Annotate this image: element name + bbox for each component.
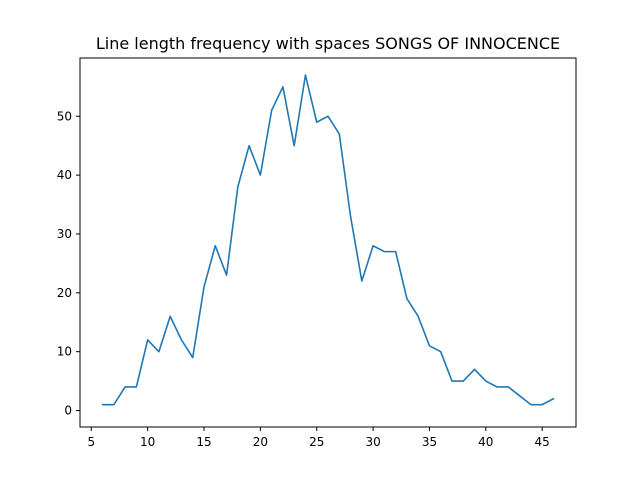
x-tick-label: 5: [87, 435, 95, 449]
plot-area: [101, 74, 555, 406]
chart-title: Line length frequency with spaces SONGS …: [96, 34, 560, 53]
x-tick-label: 45: [535, 435, 550, 449]
axes-frame: [79, 57, 577, 428]
y-tick-label: 0: [64, 404, 72, 418]
x-tick-label: 10: [140, 435, 155, 449]
y-axis: 0 10 20 30 40 50: [57, 109, 80, 418]
y-tick-label: 30: [57, 227, 72, 241]
x-tick-label: 25: [309, 435, 324, 449]
x-tick-label: 30: [365, 435, 380, 449]
x-tick-label: 15: [196, 435, 211, 449]
x-tick-label: 35: [422, 435, 437, 449]
y-tick-label: 50: [57, 109, 72, 123]
series-line-1: [101, 74, 555, 406]
x-tick-label: 20: [253, 435, 268, 449]
y-tick-label: 10: [57, 345, 72, 359]
y-tick-label: 20: [57, 286, 72, 300]
x-axis: 5 10 15 20 25 30 35 40 45: [87, 427, 550, 449]
y-tick-label: 40: [57, 168, 72, 182]
x-tick-label: 40: [478, 435, 493, 449]
